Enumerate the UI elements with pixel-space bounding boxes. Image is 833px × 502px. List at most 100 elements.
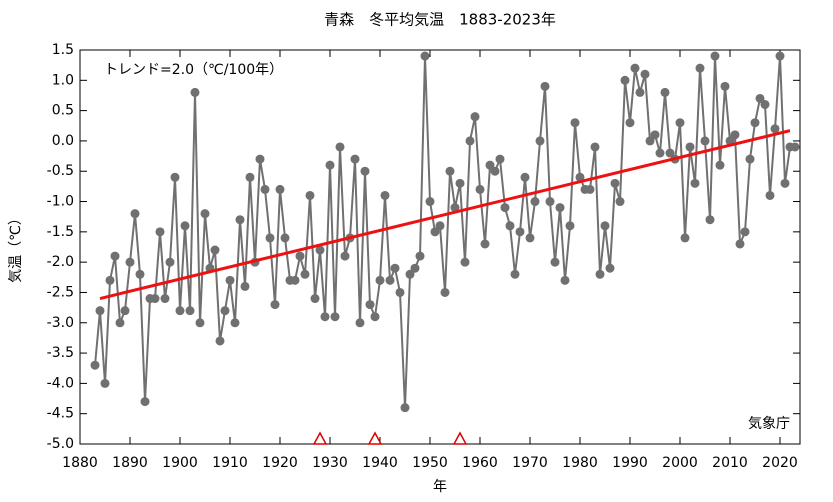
data-point (485, 160, 495, 170)
data-point (300, 269, 310, 279)
data-point (740, 227, 750, 237)
data-point (365, 300, 375, 310)
data-point (730, 130, 740, 140)
data-point (790, 142, 800, 152)
data-point (360, 166, 370, 176)
data-point (780, 178, 790, 188)
data-point (385, 275, 395, 285)
data-point (335, 142, 345, 152)
data-point (120, 306, 130, 316)
data-point (685, 142, 695, 152)
data-point (395, 287, 405, 297)
data-point (425, 197, 435, 207)
data-point (735, 239, 745, 249)
data-point (760, 100, 770, 110)
x-tick-label: 1990 (612, 455, 648, 471)
data-point (535, 136, 545, 146)
data-point (165, 257, 175, 267)
data-point (560, 275, 570, 285)
data-point (105, 275, 115, 285)
data-point (575, 172, 585, 182)
data-point (390, 263, 400, 273)
data-point (95, 306, 105, 316)
x-tick-label: 1920 (262, 455, 298, 471)
data-point (635, 87, 645, 97)
data-point (110, 251, 120, 261)
data-point (745, 154, 755, 164)
x-tick-label: 1880 (62, 455, 98, 471)
data-point (690, 178, 700, 188)
data-point (215, 336, 225, 346)
x-tick-label: 1940 (362, 455, 398, 471)
data-point (640, 69, 650, 79)
data-point (645, 136, 655, 146)
y-tick-label: -5.0 (47, 436, 74, 452)
x-tick-label: 2020 (762, 455, 798, 471)
station-change-marker (312, 431, 328, 445)
plot-frame (79, 49, 801, 445)
data-point (440, 287, 450, 297)
data-point (475, 184, 485, 194)
data-point (620, 75, 630, 85)
data-point (545, 197, 555, 207)
x-tick-label: 1890 (112, 455, 148, 471)
data-point (650, 130, 660, 140)
data-point (525, 233, 535, 243)
station-change-marker (367, 431, 383, 445)
x-axis-label: 年 (433, 479, 447, 495)
data-point (420, 51, 430, 61)
y-tick-label: -1.5 (47, 224, 74, 240)
data-point (320, 312, 330, 322)
data-point (415, 251, 425, 261)
data-point (520, 172, 530, 182)
y-tick-label: -0.5 (47, 163, 74, 179)
data-point (550, 257, 560, 267)
x-tick-label: 1910 (212, 455, 248, 471)
data-point (750, 118, 760, 128)
x-tick-label: 1930 (312, 455, 348, 471)
data-point (495, 154, 505, 164)
data-point (600, 221, 610, 231)
data-point (350, 154, 360, 164)
data-point (595, 269, 605, 279)
data-point (765, 190, 775, 200)
data-point (260, 184, 270, 194)
data-point (190, 87, 200, 97)
x-tick-label: 1950 (412, 455, 448, 471)
y-tick-label: 0.0 (52, 133, 74, 149)
data-point (305, 190, 315, 200)
data-point (445, 166, 455, 176)
source-annotation: 気象庁 (748, 416, 790, 432)
data-point (175, 306, 185, 316)
data-point (315, 245, 325, 255)
y-tick-label: 1.0 (52, 72, 74, 88)
data-point (160, 294, 170, 304)
data-point (325, 160, 335, 170)
data-point (660, 87, 670, 97)
data-point (515, 227, 525, 237)
data-point (455, 178, 465, 188)
data-point (585, 184, 595, 194)
data-point (290, 275, 300, 285)
data-point (720, 81, 730, 91)
x-tick-label: 1960 (462, 455, 498, 471)
data-point (330, 312, 340, 322)
data-point (555, 203, 565, 213)
y-tick-label: 1.5 (52, 42, 74, 58)
data-point (100, 378, 110, 388)
data-point (275, 184, 285, 194)
y-tick-label: -4.5 (47, 406, 74, 422)
data-point (430, 227, 440, 237)
data-point (185, 306, 195, 316)
data-point (540, 81, 550, 91)
data-point (130, 209, 140, 219)
x-tick-label: 1970 (512, 455, 548, 471)
data-point (380, 190, 390, 200)
data-point (610, 178, 620, 188)
data-point (125, 257, 135, 267)
data-point (665, 148, 675, 158)
data-point (265, 233, 275, 243)
trend-annotation: トレンド=2.0（℃/100年） (104, 62, 283, 78)
data-point (135, 269, 145, 279)
data-point (590, 142, 600, 152)
